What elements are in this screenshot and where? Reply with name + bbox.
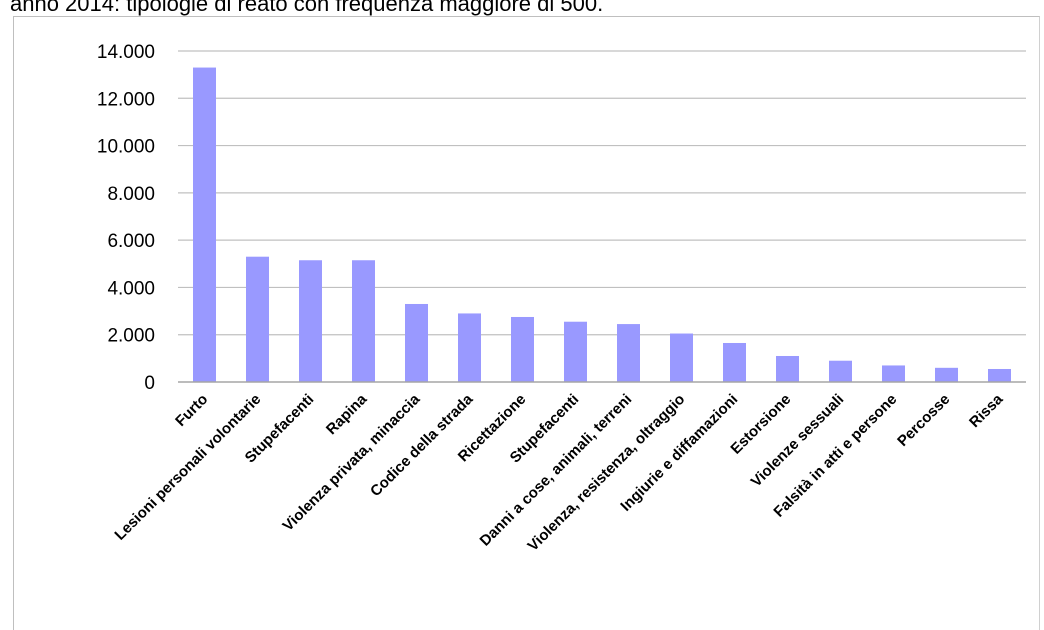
bar bbox=[299, 260, 322, 382]
x-tick-label: Codice della strada bbox=[367, 390, 477, 500]
bar bbox=[670, 333, 693, 382]
bar bbox=[405, 303, 428, 382]
bar bbox=[723, 342, 746, 382]
x-tick-label: Furto bbox=[172, 391, 211, 430]
bar bbox=[352, 260, 375, 382]
y-tick-label: 4.000 bbox=[107, 278, 155, 299]
y-tick-label: 10.000 bbox=[97, 137, 155, 158]
chart-title: anno 2014: tipologie di reato con freque… bbox=[10, 0, 604, 16]
gridlines bbox=[178, 50, 1026, 336]
y-tick-label: 0 bbox=[144, 373, 155, 394]
bar bbox=[193, 67, 216, 383]
bar bbox=[935, 367, 958, 382]
bar bbox=[458, 313, 481, 382]
bar bbox=[829, 360, 852, 382]
bar bbox=[882, 365, 905, 382]
bar bbox=[988, 368, 1011, 382]
y-tick-label: 12.000 bbox=[97, 89, 155, 110]
bar bbox=[511, 316, 534, 382]
chart-area bbox=[13, 16, 1040, 630]
y-axis-ticks: 0 2.000 4.000 6.000 8.000 10.000 12.000 14.000 bbox=[97, 42, 155, 394]
x-tick-label: Rissa bbox=[966, 390, 1007, 431]
bar bbox=[246, 256, 269, 382]
bar bbox=[776, 355, 799, 382]
x-tick-label: Violenze sessuali bbox=[748, 391, 848, 491]
y-tick-label: 14.000 bbox=[97, 42, 155, 63]
y-tick-label: 8.000 bbox=[107, 184, 155, 205]
y-tick-label: 6.000 bbox=[107, 231, 155, 252]
bar bbox=[617, 324, 640, 382]
y-tick-label: 2.000 bbox=[107, 326, 155, 347]
bar bbox=[564, 321, 587, 382]
bars bbox=[193, 67, 1011, 383]
x-tick-label: Rapina bbox=[323, 390, 371, 438]
x-tick-label: Percosse bbox=[894, 391, 953, 450]
